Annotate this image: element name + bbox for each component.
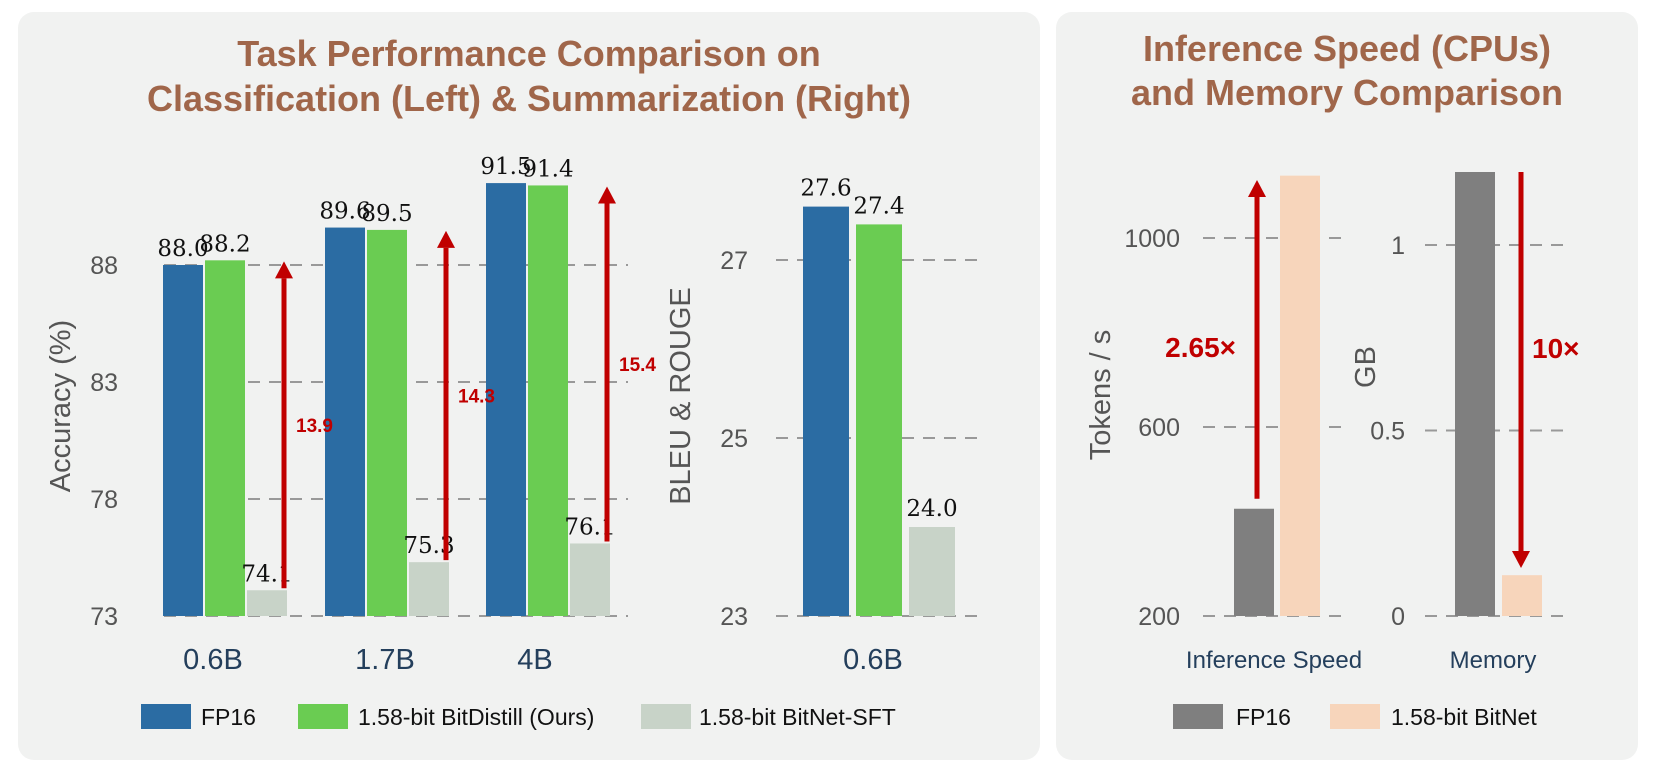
memory-bar-bitnet	[1502, 575, 1542, 616]
improvement-arrow-0.6B-head	[275, 261, 293, 279]
speed-tick-600: 600	[1138, 414, 1180, 442]
legend-swatch-bitdistill	[298, 704, 348, 729]
legend-swatch-fp16	[141, 704, 191, 729]
accuracy-axis-label: Accuracy (%)	[45, 320, 77, 492]
legend-swatch-bitnet	[1330, 704, 1380, 729]
speed-multiplier-label: 2.65×	[1165, 332, 1236, 363]
legend-label-fp16: FP16	[201, 704, 256, 730]
speed-bar-bitnet	[1280, 175, 1320, 616]
bar-bitdistill-0.6B	[205, 260, 245, 616]
summ-bar-fp16	[803, 206, 849, 616]
bleu-tick-25: 25	[720, 425, 748, 453]
bleu-tick-27: 27	[720, 247, 748, 275]
speed-arrow-head	[1248, 180, 1266, 197]
tokens-axis-label: Tokens / s	[1085, 330, 1117, 461]
memory-arrow-head	[1512, 551, 1530, 568]
legend-label-bitdistill: 1.58-bit BitDistill (Ours)	[358, 704, 594, 730]
category-label-inference-speed: Inference Speed	[1186, 647, 1362, 674]
bar-fp16-1.7B	[325, 227, 365, 616]
memory-tick-0: 0	[1391, 603, 1405, 631]
category-label-memory: Memory	[1450, 647, 1537, 674]
improvement-label-0.6B: 13.9	[296, 416, 333, 437]
bar-bitdistill-4B	[528, 185, 568, 616]
summ-value-label-fp16: 27.6	[800, 176, 851, 202]
bleu-tick-23: 23	[720, 603, 748, 631]
legend-swatch-fp16-right	[1173, 704, 1223, 729]
acc-tick-83: 83	[90, 369, 118, 397]
left-title-line2: Classification (Left) & Summarization (R…	[147, 78, 911, 119]
memory-tick-1: 1	[1391, 232, 1405, 260]
right-title-line1: Inference Speed (CPUs)	[1143, 28, 1551, 69]
acc-tick-88: 88	[90, 252, 118, 280]
memory-bar-fp16	[1455, 172, 1495, 616]
value-label-bitdistill-4B: 91.4	[522, 156, 573, 182]
improvement-arrow-1.7B-head	[437, 230, 455, 248]
speed-bar-fp16	[1234, 508, 1274, 616]
summ-value-label-bitdistill: 27.4	[853, 193, 904, 219]
value-label-bitdistill-0.6B: 88.2	[199, 231, 250, 257]
acc-tick-73: 73	[90, 603, 118, 631]
value-label-bitdistill-1.7B: 89.5	[361, 201, 412, 227]
legend-swatch-bitnet-sft	[641, 704, 691, 729]
bar-fp16-4B	[486, 183, 526, 616]
gb-axis-label: GB	[1350, 346, 1382, 388]
acc-tick-78: 78	[90, 486, 118, 514]
bar-fp16-0.6B	[163, 265, 203, 616]
speed-tick-200: 200	[1138, 603, 1180, 631]
category-label-summ-0.6b: 0.6B	[843, 644, 903, 676]
bar-bitdistill-1.7B	[367, 229, 407, 616]
summ-bar-bitdistill	[856, 224, 902, 616]
right-title-line2: and Memory Comparison	[1131, 72, 1563, 113]
category-label-0.6b: 0.6B	[183, 644, 243, 676]
category-label-4b: 4B	[517, 644, 552, 676]
left-title-line1: Task Performance Comparison on	[237, 33, 821, 74]
speed-tick-1000: 1000	[1124, 225, 1180, 253]
improvement-label-1.7B: 14.3	[458, 387, 495, 408]
improvement-arrow-4B-head	[598, 186, 616, 204]
category-label-1.7b: 1.7B	[355, 644, 415, 676]
memory-tick-0.5: 0.5	[1370, 418, 1405, 446]
improvement-label-4B: 15.4	[619, 355, 656, 376]
bar-bitnet-sft-0.6B	[247, 590, 287, 616]
bar-bitnet-sft-1.7B	[409, 562, 449, 616]
legend-label-fp16-right: FP16	[1236, 704, 1291, 730]
value-label-fp16-1.7B: 89.6	[319, 199, 370, 225]
summ-value-label-bitnet-sft: 24.0	[906, 496, 957, 522]
bar-bitnet-sft-4B	[570, 543, 610, 616]
value-label-fp16-4B: 91.5	[480, 154, 531, 180]
summ-bar-bitnet-sft	[909, 527, 955, 616]
inference-memory-panel	[1056, 12, 1638, 760]
legend-label-bitnet: 1.58-bit BitNet	[1391, 704, 1537, 730]
memory-multiplier-label: 10×	[1532, 333, 1580, 364]
value-label-fp16-0.6B: 88.0	[157, 236, 208, 262]
bleu-rouge-axis-label: BLEU & ROUGE	[665, 287, 697, 505]
legend-label-bitnet-sft: 1.58-bit BitNet-SFT	[699, 704, 896, 730]
